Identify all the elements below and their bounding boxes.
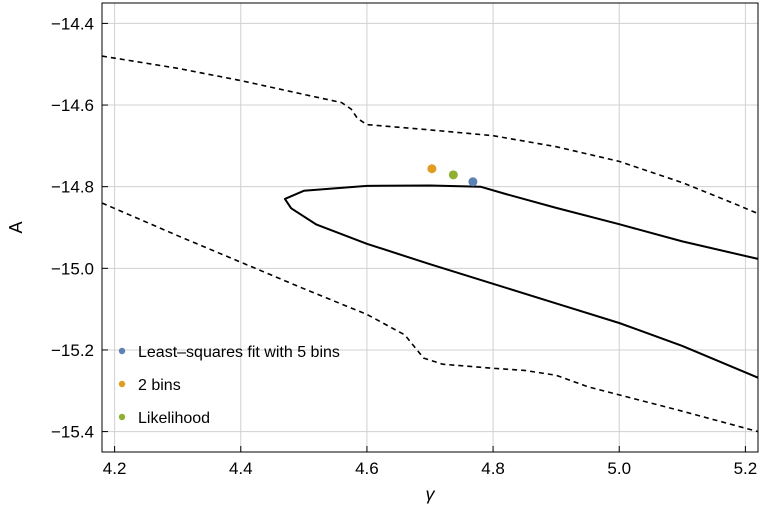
- y-tick-label: −14.8: [51, 178, 94, 197]
- grid-lines: [102, 3, 758, 452]
- x-tick-label: 4.8: [481, 459, 505, 478]
- x-tick-label: 4.4: [229, 459, 253, 478]
- x-tick-label: 4.2: [103, 459, 127, 478]
- data-point: [427, 164, 437, 174]
- legend-marker: [118, 347, 126, 355]
- contour-dashed: [101, 202, 759, 433]
- legend-marker: [118, 380, 126, 388]
- contour-lines: [101, 55, 759, 433]
- legend-label: Likelihood: [138, 410, 210, 427]
- plot-frame: [101, 2, 759, 453]
- y-tick-label: −14.4: [51, 14, 94, 33]
- y-tick-label: −14.6: [51, 96, 94, 115]
- x-tick-label: 5.2: [734, 459, 758, 478]
- contour-dashed: [101, 55, 759, 215]
- x-tick-label: 5.0: [607, 459, 631, 478]
- data-point: [448, 170, 458, 180]
- x-tick-label: 4.6: [355, 459, 379, 478]
- x-axis-label: γ: [426, 484, 436, 504]
- data-points: [427, 164, 478, 187]
- y-axis-label: A: [6, 221, 26, 233]
- y-tick-label: −15.2: [51, 341, 94, 360]
- legend-label: 2 bins: [138, 377, 181, 394]
- y-tick-label: −15.0: [51, 259, 94, 278]
- legend-label: Least–squares fit with 5 bins: [138, 344, 340, 361]
- axis-ticks: 4.2 4.4 4.6 4.8 5.0 5.2 −14.4 −14.6 −14.8 −15.0 −1…: [51, 14, 757, 478]
- y-tick-label: −15.4: [51, 423, 94, 442]
- legend: Least–squares fit with 5 bins 2 bins Likel…: [118, 344, 340, 427]
- legend-marker: [118, 413, 126, 421]
- data-point: [468, 177, 478, 187]
- contour-solid: [283, 184, 759, 379]
